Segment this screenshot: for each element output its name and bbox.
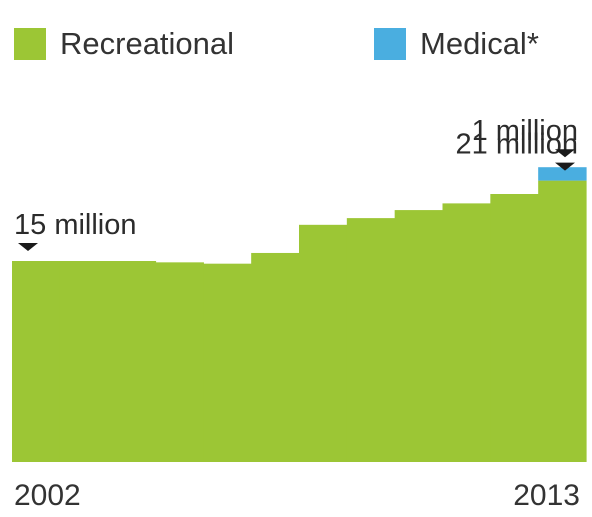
area-step-recreational-2011 <box>442 203 491 462</box>
legend-item-medical: Medical* <box>374 22 539 66</box>
area-step-medical-2013 <box>538 167 587 181</box>
area-step-recreational-2004 <box>107 261 157 462</box>
annotation-marker-1 <box>555 162 575 171</box>
x-tick-label-2002: 2002 <box>14 479 81 512</box>
x-tick-label-2013: 2013 <box>513 479 580 512</box>
legend: Recreational Medical* <box>14 22 584 66</box>
legend-item-recreational: Recreational <box>14 22 234 66</box>
area-step-recreational-2007 <box>251 252 300 462</box>
area-step-recreational-2008 <box>299 224 348 462</box>
annotation-marker-0 <box>18 243 38 251</box>
area-step-recreational-2002 <box>12 261 61 462</box>
annotation-label-2: 1 million <box>472 115 578 147</box>
area-step-recreational-2006 <box>203 263 252 462</box>
annotation-label-1: 21 million <box>456 129 579 161</box>
legend-label-medical: Medical* <box>420 26 539 61</box>
area-step-recreational-2005 <box>155 262 204 462</box>
area-step-recreational-2013 <box>538 180 587 462</box>
area-step-recreational-2003 <box>59 261 109 462</box>
legend-label-recreational: Recreational <box>60 26 235 61</box>
area-step-recreational-2012 <box>490 194 539 462</box>
legend-swatch-recreational <box>14 28 46 60</box>
area-step-recreational-2009 <box>346 218 396 462</box>
legend-swatch-medical <box>374 28 406 60</box>
annotation-label-0: 15 million <box>14 209 137 241</box>
annotation-marker-2 <box>555 149 575 158</box>
area-step-recreational-2010 <box>394 210 444 462</box>
